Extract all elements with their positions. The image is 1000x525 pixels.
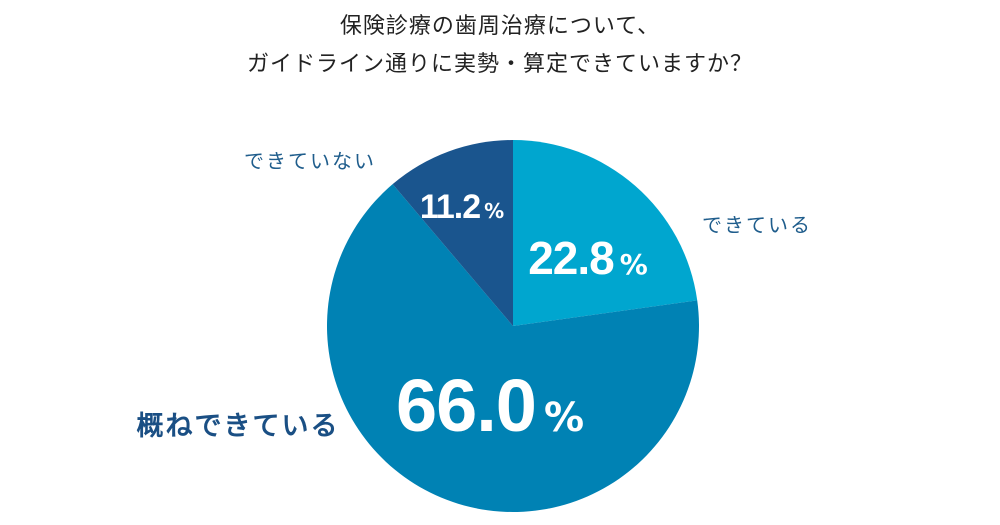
chart-title: 保険診療の歯周治療について、 ガイドライン通りに実勢・算定できていますか？	[0, 8, 1000, 84]
pie-value-label-1: 66.0%	[396, 364, 584, 447]
pie-category-label-1: 概ねできている	[137, 411, 340, 442]
pie-category-label-0: できている	[702, 213, 812, 237]
pie-value-label-2: 11.2%	[420, 188, 504, 226]
pie-slice-2	[392, 140, 513, 326]
pie-labels: 22.8 % できている 66.0 % 概ねできている 11.2 % できていない	[137, 149, 812, 447]
pie-slice-1	[327, 184, 699, 512]
pie-category-label-2: できていない	[244, 149, 376, 173]
chart-title-line-2: ガイドライン通りに実勢・算定できていますか？	[246, 52, 753, 77]
pie-slices	[327, 140, 699, 512]
pie-slice-0	[513, 140, 698, 326]
pie-value-label-0: 22.8%	[528, 232, 648, 284]
chart-title-line-1: 保険診療の歯周治療について、	[339, 14, 661, 39]
